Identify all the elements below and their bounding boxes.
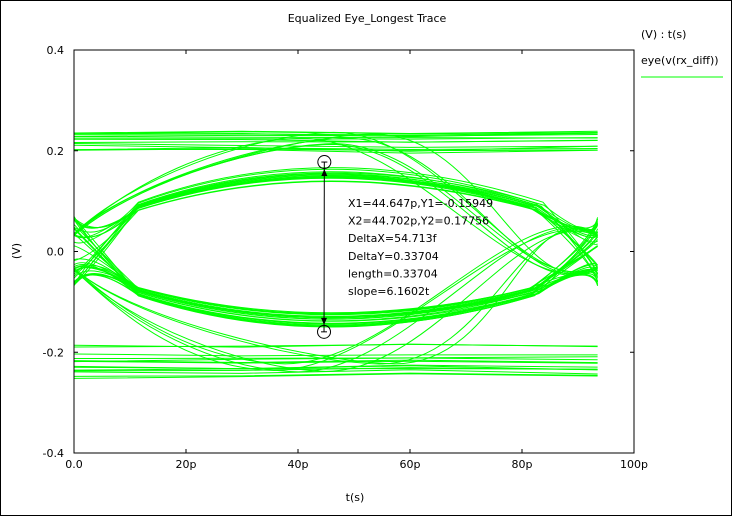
marker-arrowhead bbox=[321, 169, 328, 177]
trace-edge bbox=[73, 229, 598, 365]
y-tick-label: 0.4 bbox=[47, 44, 65, 57]
trace-low-rail bbox=[73, 353, 598, 357]
trace-high-rail bbox=[73, 144, 598, 150]
trace-transition bbox=[73, 231, 599, 319]
trace-edge bbox=[73, 133, 598, 275]
trace-edge bbox=[73, 225, 598, 365]
trace-transition bbox=[73, 180, 599, 239]
trace-transition bbox=[73, 236, 599, 319]
trace-edge bbox=[73, 227, 598, 365]
tick-labels: 0.0 20p 40p 60p 80p 100p -0.4 -0.2 0.0 0.2 0.4 bbox=[43, 44, 648, 471]
trace-high-rail bbox=[73, 137, 598, 140]
trace-edge bbox=[73, 137, 598, 275]
trace-transition bbox=[73, 219, 599, 320]
trace-transition bbox=[73, 174, 599, 286]
trace-low-rail bbox=[73, 359, 598, 364]
marker-arrowhead bbox=[321, 317, 328, 325]
trace-high-rail bbox=[73, 148, 598, 152]
y-axis-label: (V) bbox=[10, 243, 23, 259]
trace-high-rail bbox=[73, 132, 598, 138]
trace-edge bbox=[73, 131, 598, 273]
y-tick-label: 0.2 bbox=[47, 145, 65, 158]
annotation-line: length=0.33704 bbox=[348, 267, 438, 280]
y-tick-label: -0.4 bbox=[43, 447, 64, 460]
legend: (V) : t(s) eye(v(rx_diff)) bbox=[641, 28, 723, 78]
trace-high-rail bbox=[73, 136, 598, 139]
annotation-line: X2=44.702p,Y2=0.17756 bbox=[348, 215, 489, 228]
trace-transition bbox=[73, 217, 599, 325]
chart-title: Equalized Eye_Longest Trace bbox=[288, 12, 447, 25]
trace-high-rail bbox=[73, 139, 598, 144]
measurement-markers bbox=[317, 155, 332, 339]
trace-low-rail bbox=[73, 372, 598, 377]
marker-circle bbox=[317, 324, 332, 339]
trace-low-rail bbox=[73, 343, 598, 348]
trace-edge bbox=[73, 230, 598, 372]
trace-transition bbox=[73, 174, 598, 286]
trace-transition bbox=[73, 177, 599, 238]
annotation-line: DeltaX=54.713f bbox=[348, 232, 438, 245]
trace-transition bbox=[73, 228, 599, 325]
trace-transition bbox=[73, 175, 599, 239]
trace-low-rail bbox=[73, 360, 598, 364]
x-tick-label: 0.0 bbox=[65, 458, 83, 471]
annotation-line: DeltaY=0.33704 bbox=[348, 250, 439, 263]
trace-transition bbox=[73, 171, 599, 286]
trace-transition bbox=[73, 217, 599, 318]
trace-transition bbox=[73, 228, 599, 322]
trace-high-rail bbox=[73, 143, 598, 148]
trace-low-rail bbox=[73, 373, 598, 379]
legend-entry-label: eye(v(rx_diff)) bbox=[641, 54, 719, 67]
y-tick-label: 0.0 bbox=[47, 246, 65, 259]
trace-edge bbox=[73, 137, 598, 275]
marker-circle bbox=[317, 155, 332, 170]
x-tick-label: 80p bbox=[512, 458, 533, 471]
x-tick-label: 20p bbox=[176, 458, 197, 471]
trace-transition bbox=[73, 245, 598, 314]
trace-transition bbox=[73, 168, 599, 275]
annotation-line: X1=44.647p,Y1=-0.15949 bbox=[348, 197, 493, 210]
legend-header: (V) : t(s) bbox=[641, 28, 686, 41]
x-tick-label: 40p bbox=[288, 458, 309, 471]
trace-transition bbox=[73, 172, 599, 238]
trace-transition bbox=[73, 167, 599, 274]
y-tick-label: -0.2 bbox=[43, 346, 64, 359]
trace-transition bbox=[73, 173, 599, 266]
eye-traces bbox=[73, 130, 599, 379]
trace-transition bbox=[73, 176, 599, 275]
annotation-line: slope=6.1602t bbox=[348, 285, 430, 298]
trace-low-rail bbox=[73, 356, 598, 360]
measurement-readout: X1=44.647p,Y1=-0.15949 X2=44.702p,Y2=0.17… bbox=[348, 197, 493, 298]
x-tick-label: 100p bbox=[620, 458, 648, 471]
trace-transition bbox=[73, 239, 599, 317]
trace-transition bbox=[73, 176, 599, 285]
trace-edge bbox=[73, 143, 598, 273]
x-tick-label: 60p bbox=[400, 458, 421, 471]
trace-transition bbox=[73, 181, 599, 283]
trace-edge bbox=[73, 229, 598, 372]
x-axis-label: t(s) bbox=[346, 491, 365, 504]
